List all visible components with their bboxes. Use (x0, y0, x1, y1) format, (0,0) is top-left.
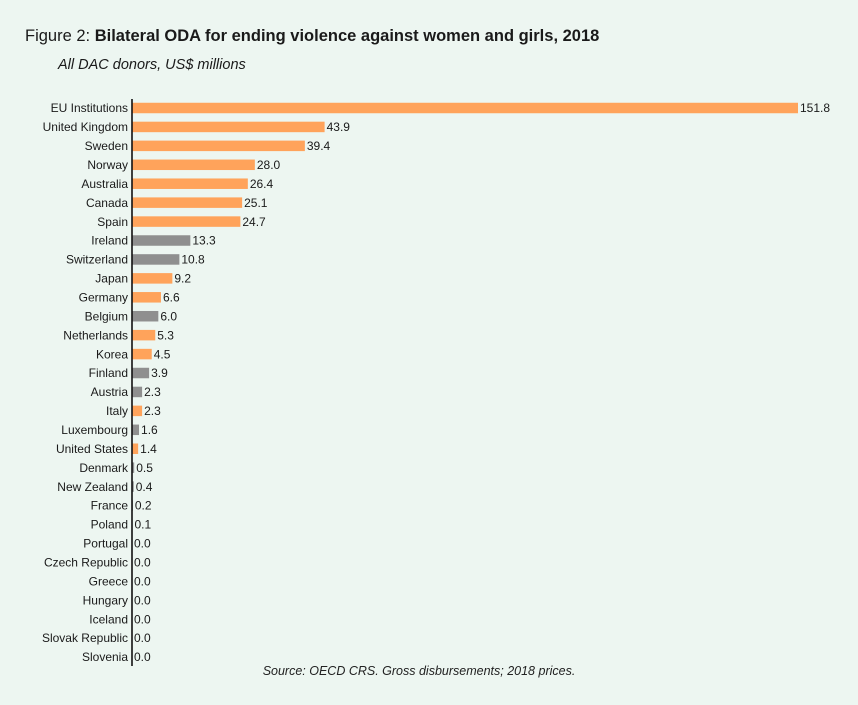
category-label: Slovak Republic (42, 631, 128, 645)
category-label: France (91, 499, 129, 513)
bar (132, 481, 134, 492)
bar (132, 462, 135, 473)
data-label: 0.0 (134, 612, 151, 626)
category-label: Portugal (83, 537, 128, 551)
category-label: United Kingdom (43, 120, 128, 134)
bar (132, 159, 255, 171)
category-label: EU Institutions (51, 101, 128, 115)
chart-subtitle: All DAC donors, US$ millions (58, 57, 246, 73)
category-label: Luxembourg (61, 423, 128, 437)
category-label: Germany (79, 291, 128, 305)
bar (132, 348, 152, 360)
data-label: 3.9 (151, 366, 168, 380)
data-label: 0.2 (135, 499, 152, 513)
data-label: 0.5 (136, 461, 153, 475)
data-label: 10.8 (181, 253, 205, 267)
data-label: 39.4 (307, 139, 331, 153)
data-label: 0.0 (134, 650, 151, 664)
bar (132, 178, 248, 189)
category-label: Korea (96, 347, 128, 361)
data-label: 0.1 (134, 518, 151, 532)
data-label: 2.3 (144, 404, 161, 418)
data-label: 0.0 (134, 631, 151, 645)
source-text: Source: OECD CRS. Gross disbursements; 2… (262, 664, 576, 678)
data-label: 24.7 (242, 215, 266, 229)
data-label: 43.9 (327, 120, 351, 134)
data-label: 0.0 (134, 593, 151, 607)
category-label: Netherlands (63, 328, 128, 342)
data-label: 2.3 (144, 385, 161, 399)
bar (132, 386, 143, 398)
data-label: 5.3 (157, 328, 174, 342)
category-label: Czech Republic (44, 556, 128, 570)
bar (132, 121, 325, 133)
category-label: Australia (81, 177, 128, 191)
category-label: Finland (89, 366, 128, 380)
category-label: Spain (97, 215, 128, 229)
category-label: Hungary (83, 593, 128, 607)
bar (132, 405, 143, 417)
data-label: 28.0 (257, 158, 281, 172)
data-label: 151.8 (800, 101, 830, 115)
category-label: New Zealand (57, 480, 128, 494)
bar (132, 235, 191, 246)
figure-prefix: Figure 2: (25, 27, 91, 45)
data-label: 0.0 (134, 574, 151, 588)
data-label: 6.6 (163, 291, 180, 305)
bar (132, 197, 243, 208)
data-label: 26.4 (250, 177, 274, 191)
category-label: Belgium (85, 309, 128, 323)
category-label: Switzerland (66, 253, 128, 267)
data-label: 25.1 (244, 196, 268, 210)
bar (132, 140, 305, 152)
bar (132, 443, 139, 454)
bar (132, 102, 798, 114)
category-label: Austria (91, 385, 129, 399)
data-label: 6.0 (160, 309, 177, 323)
category-label: Norway (87, 158, 128, 172)
bar (132, 367, 150, 379)
data-label: 0.0 (134, 537, 151, 551)
data-label: 1.6 (141, 423, 158, 437)
category-label: Greece (89, 574, 129, 588)
source-note: Source: OECD CRS. Gross disbursements; 2… (0, 664, 858, 678)
bar (132, 310, 159, 322)
data-label: 0.0 (134, 556, 151, 570)
bar (132, 216, 241, 227)
bar (132, 273, 173, 284)
category-label: Sweden (85, 139, 128, 153)
category-label: United States (56, 442, 128, 456)
category-label: Canada (86, 196, 128, 210)
category-label: Denmark (79, 461, 129, 475)
data-label: 4.5 (154, 347, 171, 361)
bar (132, 292, 161, 303)
category-label: Japan (95, 272, 128, 286)
category-label: Ireland (91, 234, 128, 248)
category-label: Italy (106, 404, 128, 418)
data-label: 1.4 (140, 442, 157, 456)
bar (132, 424, 140, 436)
category-label: Poland (91, 518, 128, 532)
data-label: 9.2 (174, 272, 191, 286)
title-text: Bilateral ODA for ending violence agains… (94, 27, 600, 45)
category-label: Iceland (89, 612, 128, 626)
data-label: 13.3 (192, 234, 216, 248)
category-label: Slovenia (82, 650, 128, 664)
chart-title: Figure 2: Bilateral ODA for ending viole… (25, 27, 599, 46)
data-label: 0.4 (136, 480, 153, 494)
bar (132, 329, 156, 341)
bar (132, 254, 180, 265)
